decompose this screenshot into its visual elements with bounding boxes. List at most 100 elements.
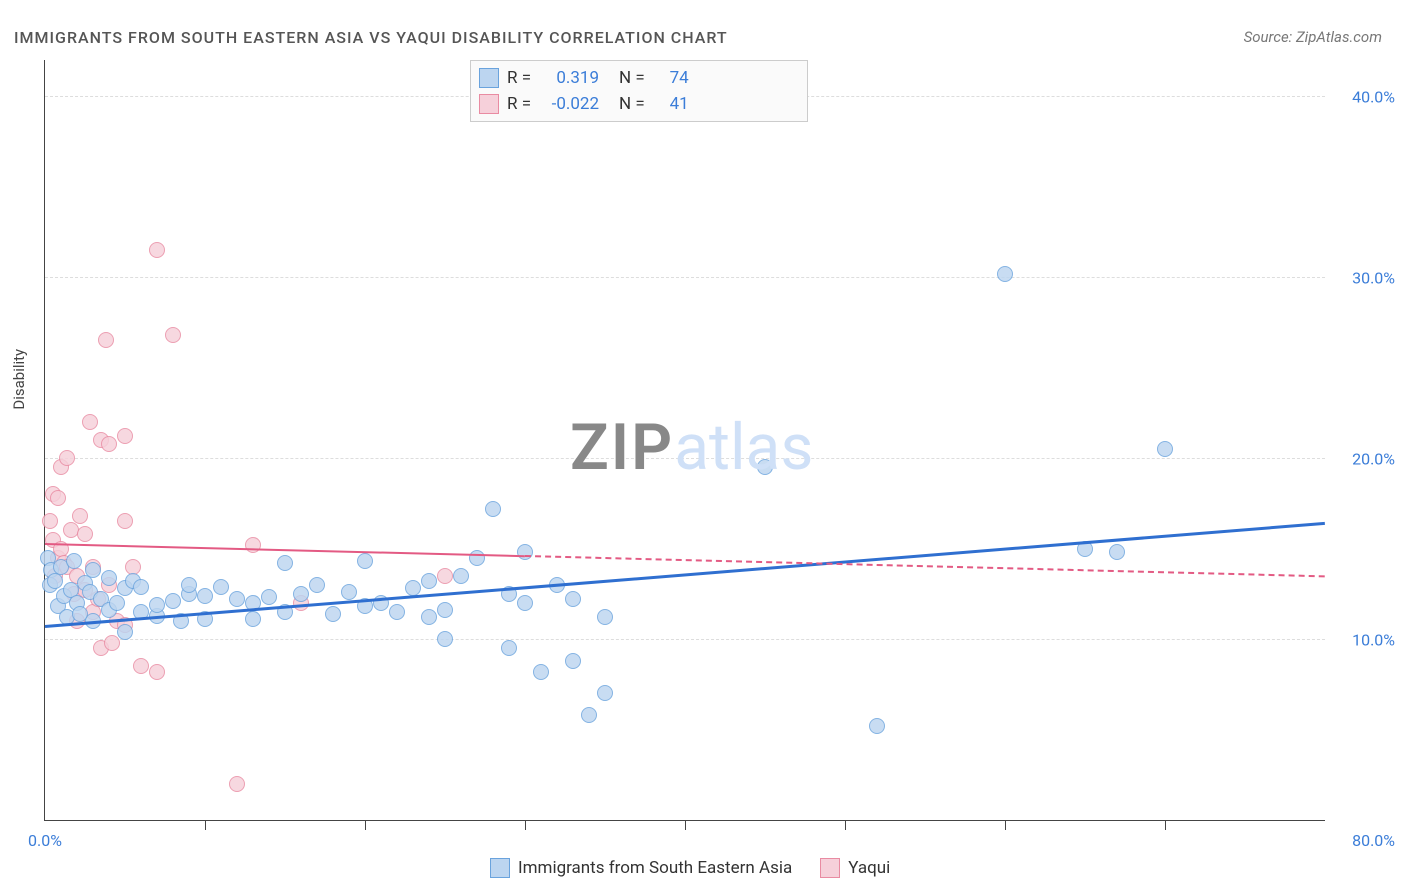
data-point [581,707,597,723]
data-point [565,653,581,669]
legend-swatch [820,858,840,878]
data-point [66,553,82,569]
data-point [82,414,98,430]
data-point [389,604,405,620]
data-point [437,631,453,647]
data-point [149,597,165,613]
data-point [533,664,549,680]
legend-n-value: 74 [653,68,689,88]
chart-title: IMMIGRANTS FROM SOUTH EASTERN ASIA VS YA… [14,28,728,47]
data-point [117,513,133,529]
y-tick-label: 40.0% [1335,88,1395,107]
data-point [101,570,117,586]
data-point [47,573,63,589]
data-point [757,459,773,475]
data-point [59,450,75,466]
data-point [565,591,581,607]
data-point [85,562,101,578]
data-point [309,577,325,593]
x-tick [1165,820,1166,830]
data-point [453,568,469,584]
data-point [501,640,517,656]
legend-stat-row: R = 0.319 N = 74 [479,65,799,91]
data-point [277,555,293,571]
data-point [197,588,213,604]
data-point [50,490,66,506]
data-point [1157,441,1173,457]
legend-swatch [490,858,510,878]
trend-line [525,555,1325,577]
data-point [597,609,613,625]
data-point [72,508,88,524]
data-point [229,776,245,792]
x-tick [525,820,526,830]
gridline: 30.0% [45,277,1325,278]
legend-n-value: 41 [653,94,689,114]
data-point [469,550,485,566]
y-tick-label: 30.0% [1335,269,1395,288]
legend-stat-row: R = -0.022 N = 41 [479,91,799,117]
data-point [109,595,125,611]
data-point [229,591,245,607]
y-axis-label: Disability [10,349,28,410]
data-point [98,332,114,348]
legend-r-label: R = [507,94,531,114]
x-tick [685,820,686,830]
data-point [117,428,133,444]
scatter-plot: 10.0%20.0%30.0%40.0%0.0%80.0% [44,60,1325,821]
legend-r-value: -0.022 [539,94,599,114]
data-point [1109,544,1125,560]
data-point [997,266,1013,282]
legend-swatch [479,94,499,114]
trend-line [45,521,1325,627]
data-point [165,327,181,343]
y-tick-label: 20.0% [1335,450,1395,469]
legend-n-label: N = [619,94,645,114]
data-point [149,242,165,258]
data-point [261,589,277,605]
data-point [437,602,453,618]
data-point [325,606,341,622]
data-point [63,522,79,538]
data-point [149,664,165,680]
data-point [117,624,133,640]
legend-r-value: 0.319 [539,68,599,88]
data-point [293,586,309,602]
data-point [133,579,149,595]
data-point [357,553,373,569]
gridline: 20.0% [45,458,1325,459]
data-point [597,685,613,701]
data-point [165,593,181,609]
data-point [341,584,357,600]
legend-stats: R = 0.319 N = 74 R = -0.022 N = 41 [470,60,808,122]
data-point [104,635,120,651]
legend-series-label: Immigrants from South Eastern Asia [518,858,792,878]
data-point [77,526,93,542]
data-point [517,595,533,611]
data-point [421,573,437,589]
legend-swatch [479,68,499,88]
data-point [245,537,261,553]
legend-r-label: R = [507,68,531,88]
data-point [421,609,437,625]
data-point [181,577,197,593]
legend-series: Immigrants from South Eastern Asia Yaqui [490,858,890,878]
x-tick [845,820,846,830]
legend-n-label: N = [619,68,645,88]
x-tick-label: 0.0% [28,831,62,850]
data-point [213,579,229,595]
data-point [869,718,885,734]
data-point [437,568,453,584]
source-label: Source: ZipAtlas.com [1244,28,1382,46]
x-tick [365,820,366,830]
y-tick-label: 10.0% [1335,631,1395,650]
gridline: 10.0% [45,639,1325,640]
x-tick [205,820,206,830]
data-point [517,544,533,560]
x-tick-label: 80.0% [1335,831,1395,850]
data-point [101,436,117,452]
legend-series-label: Yaqui [848,858,890,878]
data-point [133,658,149,674]
legend-series-item: Immigrants from South Eastern Asia [490,858,792,878]
data-point [245,611,261,627]
